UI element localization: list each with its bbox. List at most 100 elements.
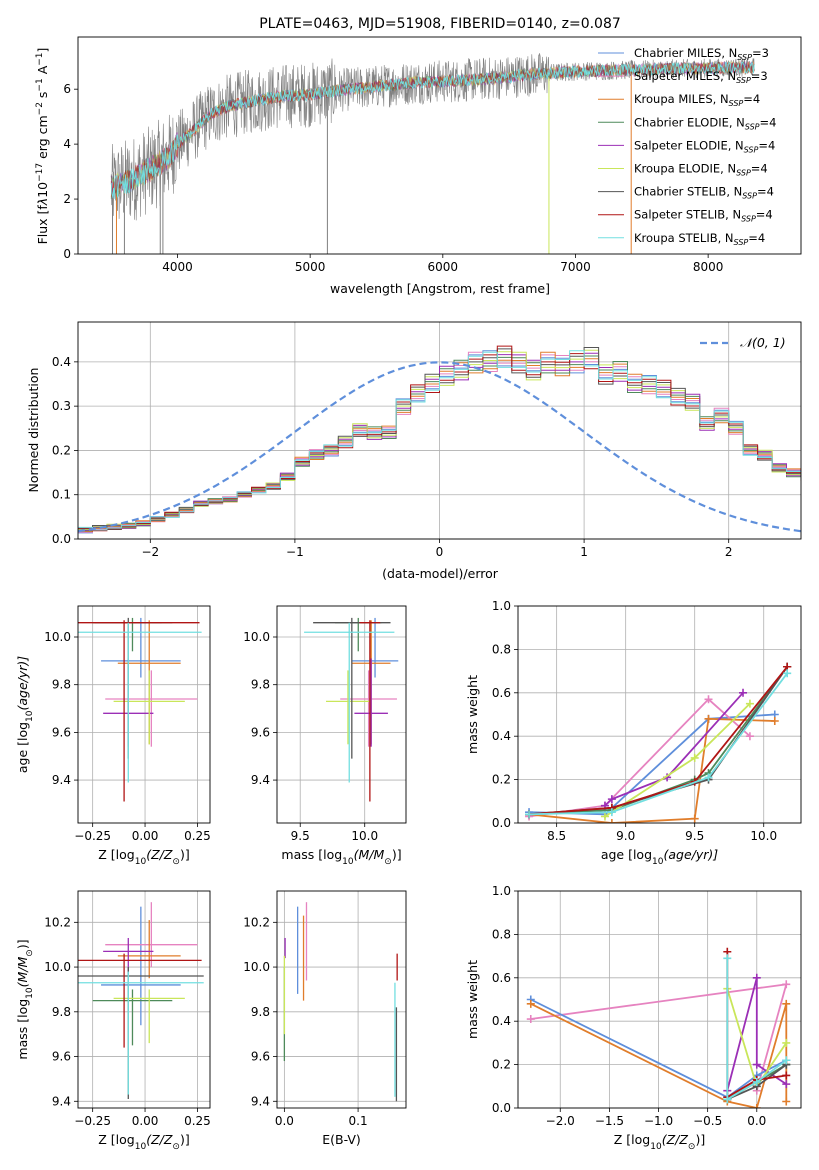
plus-marker — [526, 1015, 535, 1024]
y-tick-label: 1.0 — [492, 599, 511, 613]
axes-frame — [77, 605, 211, 824]
y-axis-label-part: 10 — [25, 710, 35, 722]
legend-eq: =4 — [756, 208, 773, 222]
x-tick-label: 10.0 — [351, 829, 378, 843]
legend-sub: SSP — [736, 169, 751, 178]
y-tick-label: 9.8 — [52, 1005, 71, 1019]
y-tick-label: 0.0 — [492, 1101, 511, 1115]
errorbar-point — [101, 617, 181, 678]
y-axis-label-part: age [log — [15, 722, 30, 773]
plot-area — [283, 902, 398, 1102]
errorbar-point — [78, 622, 202, 783]
y-axis-label-part: −1 — [35, 52, 45, 65]
y-axis-label-part: erg cm — [35, 115, 50, 163]
y-axis-label: mass weight — [465, 675, 480, 754]
legend-sub: SSP — [742, 192, 757, 201]
y-axis-label-part: s — [35, 92, 50, 103]
legend-sub: SSP — [729, 99, 744, 108]
plus-marker — [782, 1080, 791, 1089]
x-tick-label: 8.5 — [547, 829, 566, 843]
y-axis-label-part: 10 — [25, 987, 35, 999]
legend-sub: SSP — [737, 53, 752, 62]
legend-eq: =4 — [760, 115, 777, 129]
legend-entry: Chabrier ELODIE, NSSP=4 — [634, 115, 776, 131]
plus-marker — [782, 1071, 791, 1080]
errorbar-point — [113, 670, 185, 745]
x-axis-label: E(B-V) — [322, 1132, 361, 1147]
y-tick-label: 9.8 — [52, 678, 71, 692]
y-tick-label: 0.0 — [52, 532, 71, 546]
legend-label: Chabrier MILES, N — [634, 46, 737, 60]
errorbar-point — [354, 658, 388, 747]
legend-entry: Salpeter ELODIE, NSSP=4 — [634, 138, 775, 154]
legend-entry: Salpeter MILES, NSSP=3 — [634, 69, 768, 85]
x-tick-label: 0.1 — [349, 1114, 368, 1128]
plus-marker — [526, 999, 535, 1008]
y-axis-label-part: λ — [35, 198, 50, 206]
legend-sub: SSP — [744, 145, 759, 154]
plus-marker — [782, 1038, 791, 1047]
legend-label: Salpeter MILES, N — [634, 69, 736, 83]
y-tick-label: 0.1 — [52, 488, 71, 502]
legend-sub: SSP — [741, 215, 756, 224]
x-axis-label-part: (Z/Z — [146, 847, 173, 862]
y-tick-label: 9.4 — [52, 773, 71, 787]
plus-marker — [690, 814, 699, 823]
y-tick-label: 1.0 — [492, 884, 511, 898]
x-tick-label: −0.5 — [693, 1114, 722, 1128]
plus-marker — [782, 999, 791, 1008]
y-axis-label-part: 10 — [35, 182, 50, 198]
legend-sub: SSP — [745, 122, 760, 131]
x-tick-label: 0.00 — [132, 1114, 159, 1128]
plus-marker — [739, 688, 748, 697]
plot-area — [110, 53, 755, 254]
errorbar-point — [359, 620, 381, 802]
x-axis-label: mass [log10(M/M⊙)] — [281, 847, 401, 867]
plus-marker — [723, 954, 732, 963]
plus-marker — [782, 980, 791, 989]
y-tick-label: 10.0 — [243, 960, 270, 974]
y-tick-label: 9.6 — [251, 1050, 270, 1064]
x-tick-label: −2.0 — [546, 1114, 575, 1128]
model-line-7 — [110, 60, 755, 198]
legend-label: Kroupa STELIB, N — [634, 231, 734, 245]
plus-marker — [752, 973, 761, 982]
x-axis-label-part: Z [log — [98, 1132, 134, 1147]
legend-label: Salpeter ELODIE, N — [634, 138, 744, 152]
y-tick-label: 0.2 — [52, 443, 71, 457]
plus-marker — [607, 795, 616, 804]
legend-entry: Kroupa ELODIE, NSSP=4 — [634, 162, 768, 178]
x-axis-label-part: 10 — [342, 857, 354, 867]
x-tick-label: 1 — [580, 545, 588, 559]
x-axis-label-part: 10 — [135, 1142, 147, 1152]
plot-area — [78, 902, 204, 1100]
y-tick-label: 9.8 — [251, 678, 270, 692]
y-axis-label: mass weight — [465, 960, 480, 1039]
x-tick-label: 9.0 — [616, 829, 635, 843]
y-tick-label: 6 — [63, 82, 71, 96]
weight-line-2 — [530, 1002, 788, 1108]
x-tick-label: 10.0 — [750, 829, 777, 843]
weight-line-7 — [528, 666, 788, 816]
x-axis-label-part: (M/M — [354, 847, 385, 862]
plus-marker — [745, 732, 754, 741]
legend-entry: Chabrier MILES, NSSP=3 — [634, 46, 769, 62]
plus-marker — [782, 1097, 791, 1106]
plus-marker — [690, 753, 699, 762]
y-tick-label: 9.4 — [251, 773, 270, 787]
y-axis-label: age [log10(age/yr)] — [15, 656, 35, 773]
plot-area — [304, 617, 399, 802]
x-axis-label: (data-model)/error — [382, 566, 499, 581]
axes-frame — [77, 321, 802, 540]
x-axis-label: Z [log10(Z/Z⊙)] — [614, 1132, 705, 1152]
x-tick-label: 0.25 — [184, 829, 211, 843]
legend-eq: =4 — [751, 162, 768, 176]
plus-marker — [704, 695, 713, 704]
weight-line-1 — [530, 998, 787, 1099]
y-axis-label-part: −2 — [35, 102, 45, 115]
x-tick-label: 0.00 — [132, 829, 159, 843]
x-axis-label-part: 10 — [135, 857, 147, 867]
y-tick-label: 9.8 — [251, 1005, 270, 1019]
x-axis-label-part: 10 — [652, 857, 664, 867]
